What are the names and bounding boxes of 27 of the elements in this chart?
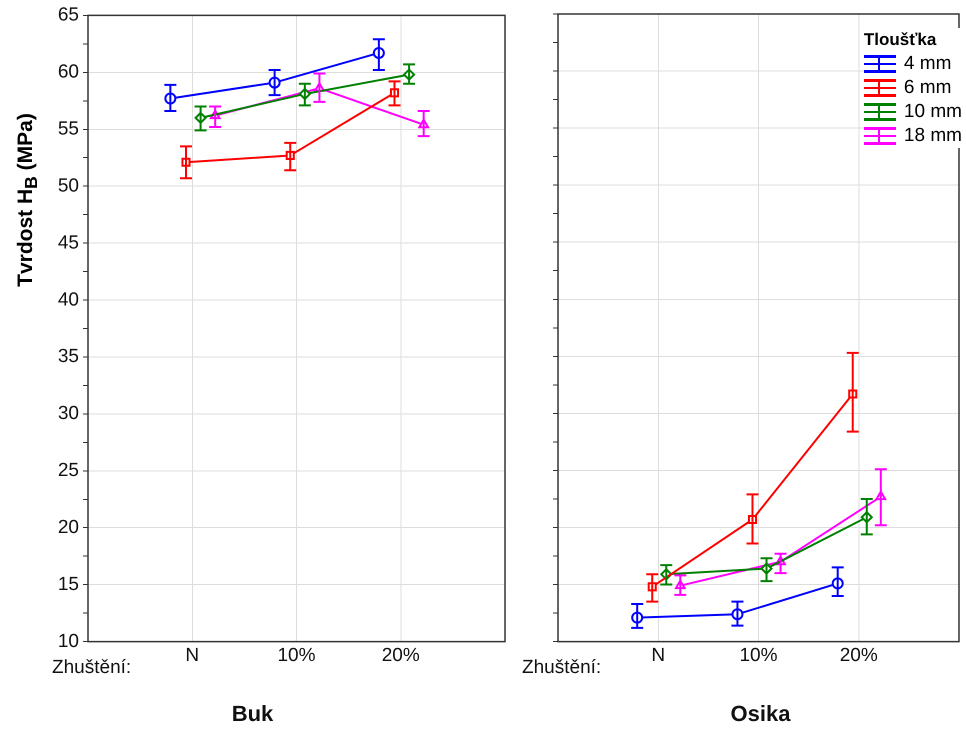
y-tick-label: 45 — [58, 232, 79, 254]
legend-label: 6 mm — [904, 76, 952, 100]
x-tick-label: N — [651, 645, 666, 666]
x-tick-label: 20% — [840, 645, 878, 666]
legend-label: 10 mm — [904, 100, 962, 124]
y-tick-label: 35 — [58, 346, 79, 368]
legend-title: Tloušťka — [864, 29, 938, 51]
y-tick-label: 10 — [58, 630, 79, 652]
x-tick-label: 10% — [739, 645, 778, 666]
y-tick-label: 50 — [58, 175, 79, 196]
y-tick-label: 20 — [58, 516, 79, 538]
x-tick-label: 20% — [382, 645, 420, 666]
y-tick-label: 25 — [58, 460, 79, 482]
y-tick-label: 65 — [58, 4, 79, 26]
y-tick-label: 40 — [58, 289, 79, 310]
y-tick-label: 30 — [58, 403, 79, 424]
y-tick-label: 60 — [58, 62, 79, 83]
x-tick-label: 10% — [277, 645, 316, 666]
text: Buk — [232, 700, 274, 726]
legend-label: 18 mm — [904, 124, 962, 148]
legend-label: 4 mm — [904, 52, 952, 76]
y-tick-label: 15 — [58, 574, 79, 595]
x-tick-label: N — [185, 645, 200, 666]
x-axis-title: Zhuštění: — [522, 656, 602, 678]
y-tick-label: 55 — [58, 118, 79, 140]
text: Osika — [730, 700, 792, 726]
x-axis-title: Zhuštění: — [52, 656, 132, 678]
